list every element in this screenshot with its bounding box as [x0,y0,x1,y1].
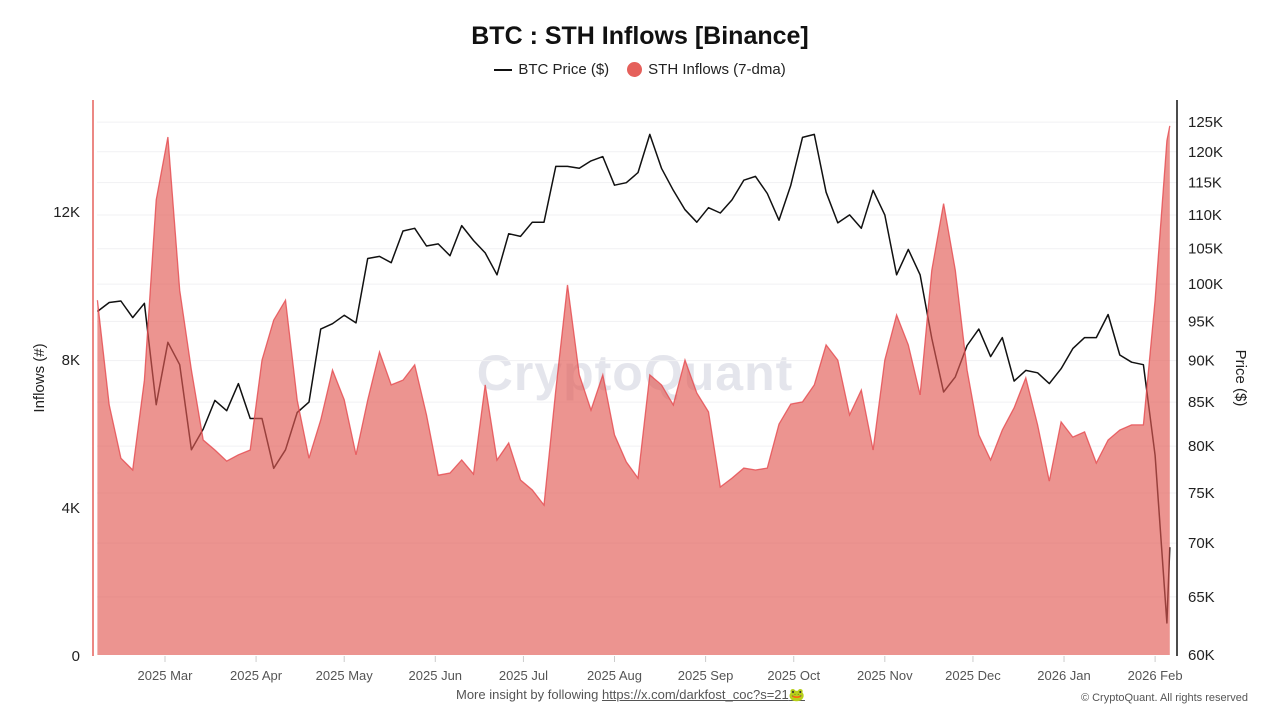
footer-text: More insight by following [456,687,602,702]
inflow-series [96,125,1171,655]
right-tick-label: 90K [1188,353,1215,370]
inflow-line [96,125,1171,507]
x-tick-label: 2025 Jul [499,668,548,683]
x-tick-label: 2025 Nov [857,668,913,683]
right-tick-label: 105K [1188,241,1223,258]
x-tick-label: 2026 Jan [1037,668,1091,683]
left-tick-label: 0 [72,648,80,665]
footer-link-text: https://x.com/darkfost_coc?s=21 [601,687,789,702]
left-tick-label: 4K [62,500,80,517]
right-tick-label: 80K [1188,438,1215,455]
right-tick-label: 95K [1188,313,1215,330]
right-axis-label: Price ($) [1232,350,1249,407]
x-tick-label: 2025 Mar [138,668,194,683]
footer-note: More insight by following https://x.com/… [456,687,805,703]
left-tick-label: 12K [53,204,80,221]
right-tick-label: 60K [1188,647,1215,664]
right-tick-label: 100K [1188,276,1223,293]
right-tick-label: 70K [1188,535,1215,552]
frog-icon: 🐸 [788,687,805,702]
legend: BTC Price ($) STH Inflows (7-dma) [0,61,1280,78]
legend-label: BTC Price ($) [518,61,610,78]
x-tick-label: 2025 Aug [587,668,642,683]
x-tick-label: 2025 Apr [230,668,283,683]
right-tick-label: 85K [1188,394,1215,411]
watermark: CryptoQuant [476,345,794,401]
right-tick-label: 110K [1188,207,1222,224]
dot-swatch-icon [627,62,643,77]
x-tick-label: 2026 Feb [1128,668,1183,683]
x-tick-label: 2025 May [316,668,374,683]
right-tick-label: 125K [1188,114,1223,131]
chart-title: BTC : STH Inflows [Binance] [471,22,809,50]
legend-label: STH Inflows (7-dma) [648,61,786,78]
inflow-area [97,125,1170,655]
x-tick-label: 2025 Oct [767,668,820,683]
legend-item-inflows[interactable]: STH Inflows (7-dma) [627,61,786,78]
left-tick-label: 8K [62,352,80,369]
right-axis-ticks: 60K 65K 70K 75K 80K 85K 90K 95K 100K 105K 110K 115K… [1188,114,1223,664]
left-axis-label: Inflows (#) [31,343,48,412]
left-axis-ticks: 0 4K 8K 12K [53,204,80,665]
right-tick-label: 115K [1188,175,1222,192]
legend-item-price[interactable]: BTC Price ($) [494,61,609,78]
x-tick-label: 2025 Dec [945,668,1001,683]
x-tick-label: 2025 Sep [678,668,734,683]
right-tick-label: 120K [1188,144,1223,161]
x-axis-ticks: 2025 Mar 2025 Apr 2025 May 2025 Jun 2025 Jul… [138,656,1183,683]
footer-link[interactable]: https://x.com/darkfost_coc?s=21🐸 [602,687,805,702]
right-tick-label: 75K [1188,485,1215,502]
right-tick-label: 65K [1188,589,1215,606]
copyright: © CryptoQuant. All rights reserved [1080,692,1248,704]
line-swatch-icon [494,68,513,71]
x-tick-label: 2025 Jun [409,668,463,683]
